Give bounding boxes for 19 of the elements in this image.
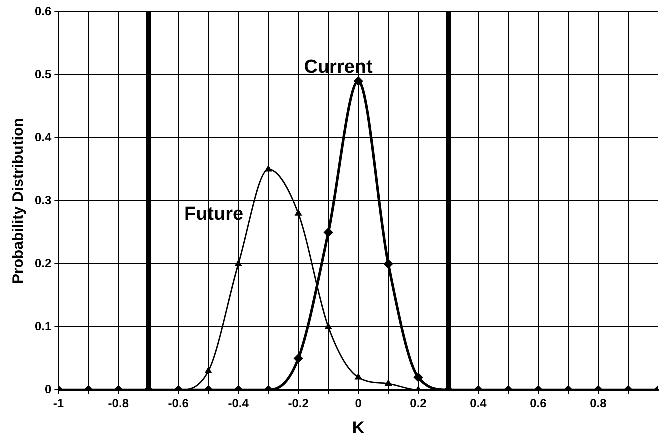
y-tick-label: 0.2: [34, 256, 52, 270]
y-tick-label: 0.6: [34, 4, 52, 18]
y-axis-title: Probability Distribution: [10, 118, 28, 284]
y-tick-label: 0.3: [34, 193, 52, 208]
x-tick-label: -0.2: [288, 396, 310, 411]
y-tick-label: 0: [44, 382, 52, 397]
x-axis-title: K: [352, 418, 366, 438]
y-tick-label: 0.1: [34, 319, 52, 334]
y-tick-label: 0.4: [34, 130, 52, 144]
x-tick-label: -0.8: [108, 396, 130, 411]
x-tick-label: 0.4: [470, 396, 488, 411]
y-tick-label: 0.5: [34, 67, 52, 82]
x-tick-label: 0.2: [410, 396, 428, 411]
x-tick-label: -1: [53, 396, 64, 411]
x-tick-label: 0.8: [590, 396, 608, 411]
x-tick-label: -0.4: [228, 396, 250, 411]
x-tick-label: 0.6: [530, 396, 548, 411]
x-tick-label: -0.6: [168, 396, 190, 411]
x-tick-label: 0: [355, 396, 362, 411]
